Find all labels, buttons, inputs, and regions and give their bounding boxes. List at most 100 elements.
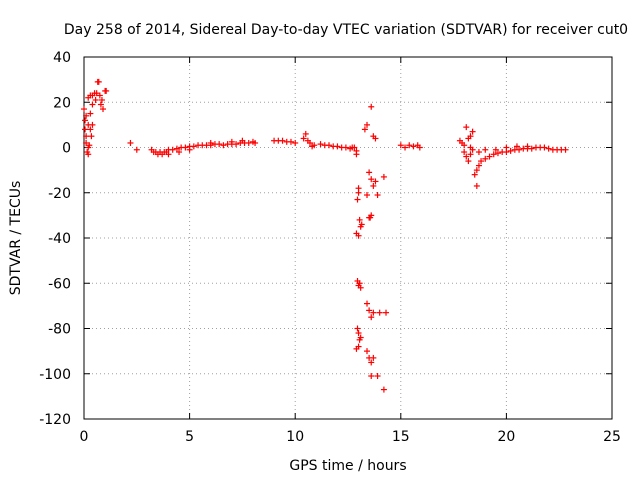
data-point <box>86 142 93 149</box>
data-point <box>355 189 362 196</box>
data-point <box>372 135 379 142</box>
data-point <box>169 146 176 153</box>
data-point <box>503 144 510 151</box>
data-point <box>513 143 520 150</box>
data-point <box>366 169 373 176</box>
data-point <box>383 309 390 316</box>
data-point <box>355 232 362 239</box>
data-point <box>245 139 252 146</box>
data-point <box>368 373 375 380</box>
x-tick-label: 10 <box>286 429 304 445</box>
y-tick-label: 40 <box>53 50 71 66</box>
data-point <box>528 145 535 152</box>
data-point <box>380 173 387 180</box>
data-point <box>471 171 478 178</box>
data-point <box>287 138 294 145</box>
data-point <box>467 133 474 140</box>
data-point <box>364 192 371 199</box>
data-point <box>366 307 373 314</box>
data-point <box>465 158 472 165</box>
data-point <box>355 343 362 350</box>
data-point <box>364 121 371 128</box>
data-point <box>374 373 381 380</box>
data-point <box>368 314 375 321</box>
x-tick-label: 15 <box>392 429 410 445</box>
data-point <box>83 133 90 140</box>
data-point <box>354 325 361 332</box>
data-point <box>98 96 105 103</box>
data-point <box>355 282 362 289</box>
data-point <box>82 126 89 133</box>
data-point <box>368 359 375 366</box>
data-point <box>81 106 87 113</box>
data-point <box>127 139 134 146</box>
data-point <box>374 192 381 199</box>
data-point <box>87 126 94 133</box>
data-point <box>186 146 193 153</box>
data-point <box>95 78 102 85</box>
data-point <box>342 144 349 151</box>
data-point <box>516 146 523 153</box>
data-point <box>486 153 493 160</box>
data-point <box>103 87 110 94</box>
data-point <box>490 151 497 158</box>
data-point <box>300 135 307 142</box>
data-point <box>469 146 476 153</box>
data-point <box>376 309 383 316</box>
data-point <box>492 146 499 153</box>
data-point <box>473 167 480 174</box>
data-point <box>507 147 514 154</box>
data-point <box>228 138 235 145</box>
data-point <box>541 144 548 151</box>
x-tick-label: 20 <box>497 429 515 445</box>
data-point <box>317 141 324 148</box>
x-tick-label: 5 <box>185 429 194 445</box>
data-point <box>461 142 468 149</box>
data-point <box>311 142 318 149</box>
y-tick-label: -120 <box>39 412 71 428</box>
data-point <box>89 121 96 128</box>
y-tick-label: -100 <box>39 367 71 383</box>
data-point <box>482 155 489 162</box>
data-point <box>325 142 332 149</box>
data-point <box>292 139 299 146</box>
y-tick-label: -80 <box>48 322 71 338</box>
y-tick-label: -60 <box>48 276 71 292</box>
data-point <box>380 386 387 393</box>
data-point <box>475 149 482 156</box>
data-point <box>478 158 485 165</box>
data-point <box>173 145 180 152</box>
data-point <box>89 101 96 108</box>
data-point <box>306 139 313 146</box>
data-point <box>93 90 100 97</box>
data-point <box>370 354 377 361</box>
data-point <box>372 178 379 185</box>
x-tick-label: 25 <box>603 429 621 445</box>
data-point <box>370 309 377 316</box>
data-point <box>85 151 92 158</box>
data-point <box>416 144 423 151</box>
data-point <box>463 124 470 131</box>
data-point <box>469 128 476 135</box>
data-point <box>397 142 404 149</box>
data-point <box>368 176 375 183</box>
data-point <box>239 137 246 144</box>
data-point <box>524 143 531 150</box>
data-point <box>92 96 99 103</box>
data-point <box>361 126 368 133</box>
y-tick-label: 20 <box>53 95 71 111</box>
data-point <box>355 330 362 337</box>
data-point <box>279 137 286 144</box>
data-point <box>354 196 361 203</box>
data-point <box>368 103 375 110</box>
data-point <box>475 162 482 169</box>
data-point <box>461 149 468 156</box>
x-axis-label: GPS time / hours <box>289 458 406 474</box>
y-tick-label: -20 <box>48 186 71 202</box>
data-point <box>370 182 377 189</box>
data-point <box>364 300 371 307</box>
data-point <box>406 142 413 149</box>
data-point <box>190 143 197 150</box>
data-point <box>334 143 341 150</box>
data-point <box>220 142 227 149</box>
